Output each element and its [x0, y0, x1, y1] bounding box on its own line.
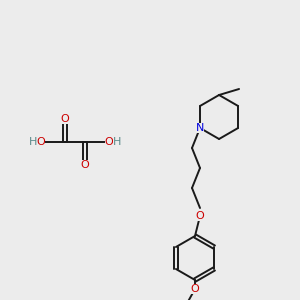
- Text: O: O: [196, 211, 204, 221]
- Text: N: N: [196, 123, 204, 133]
- Text: O: O: [37, 137, 45, 147]
- Text: O: O: [61, 114, 69, 124]
- Text: H: H: [113, 137, 121, 147]
- Text: O: O: [81, 160, 89, 170]
- Text: O: O: [190, 284, 200, 294]
- Text: O: O: [105, 137, 113, 147]
- Text: H: H: [29, 137, 37, 147]
